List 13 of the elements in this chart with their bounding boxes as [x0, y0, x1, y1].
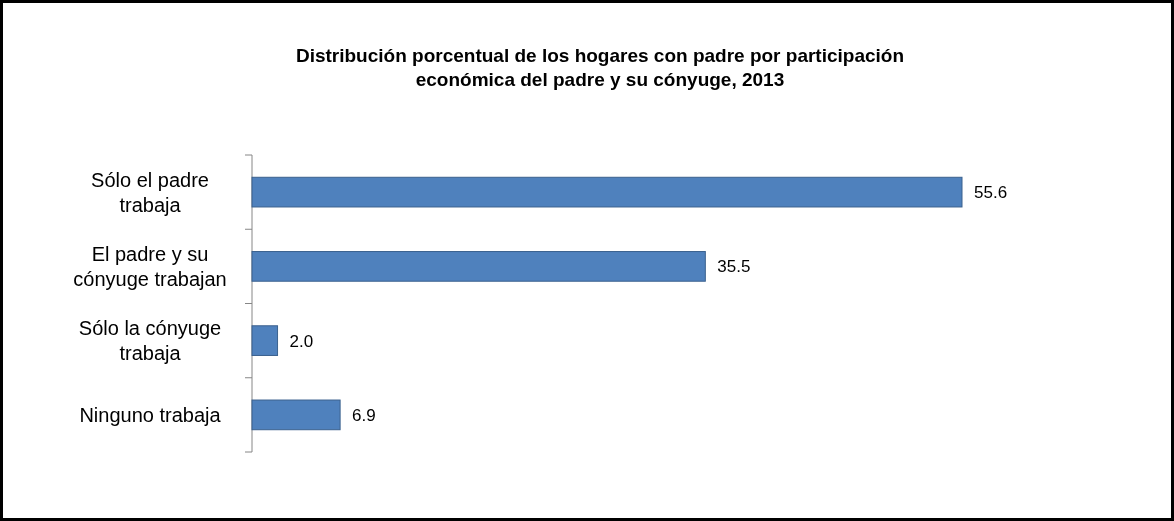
data-label: 6.9 [352, 405, 376, 425]
y-tick-label: Sólo la cónyuge trabaja [78, 317, 222, 365]
y-tick-label: Sólo el padre trabaja [91, 168, 209, 216]
bar [251, 325, 279, 356]
data-label: 35.5 [717, 257, 751, 277]
chart-title: Distribución porcentual de los hogares con padre por participación económica del padre y su cónyuge, 2013 [295, 45, 905, 90]
y-tick-label: El padre y su cónyuge trabajan [73, 242, 227, 290]
y-tick-label: Ninguno trabaja [79, 403, 222, 426]
bar [251, 251, 706, 282]
data-label: 55.6 [974, 183, 1008, 203]
bar [251, 399, 341, 431]
bar [251, 176, 963, 208]
data-label: 2.0 [289, 331, 314, 351]
